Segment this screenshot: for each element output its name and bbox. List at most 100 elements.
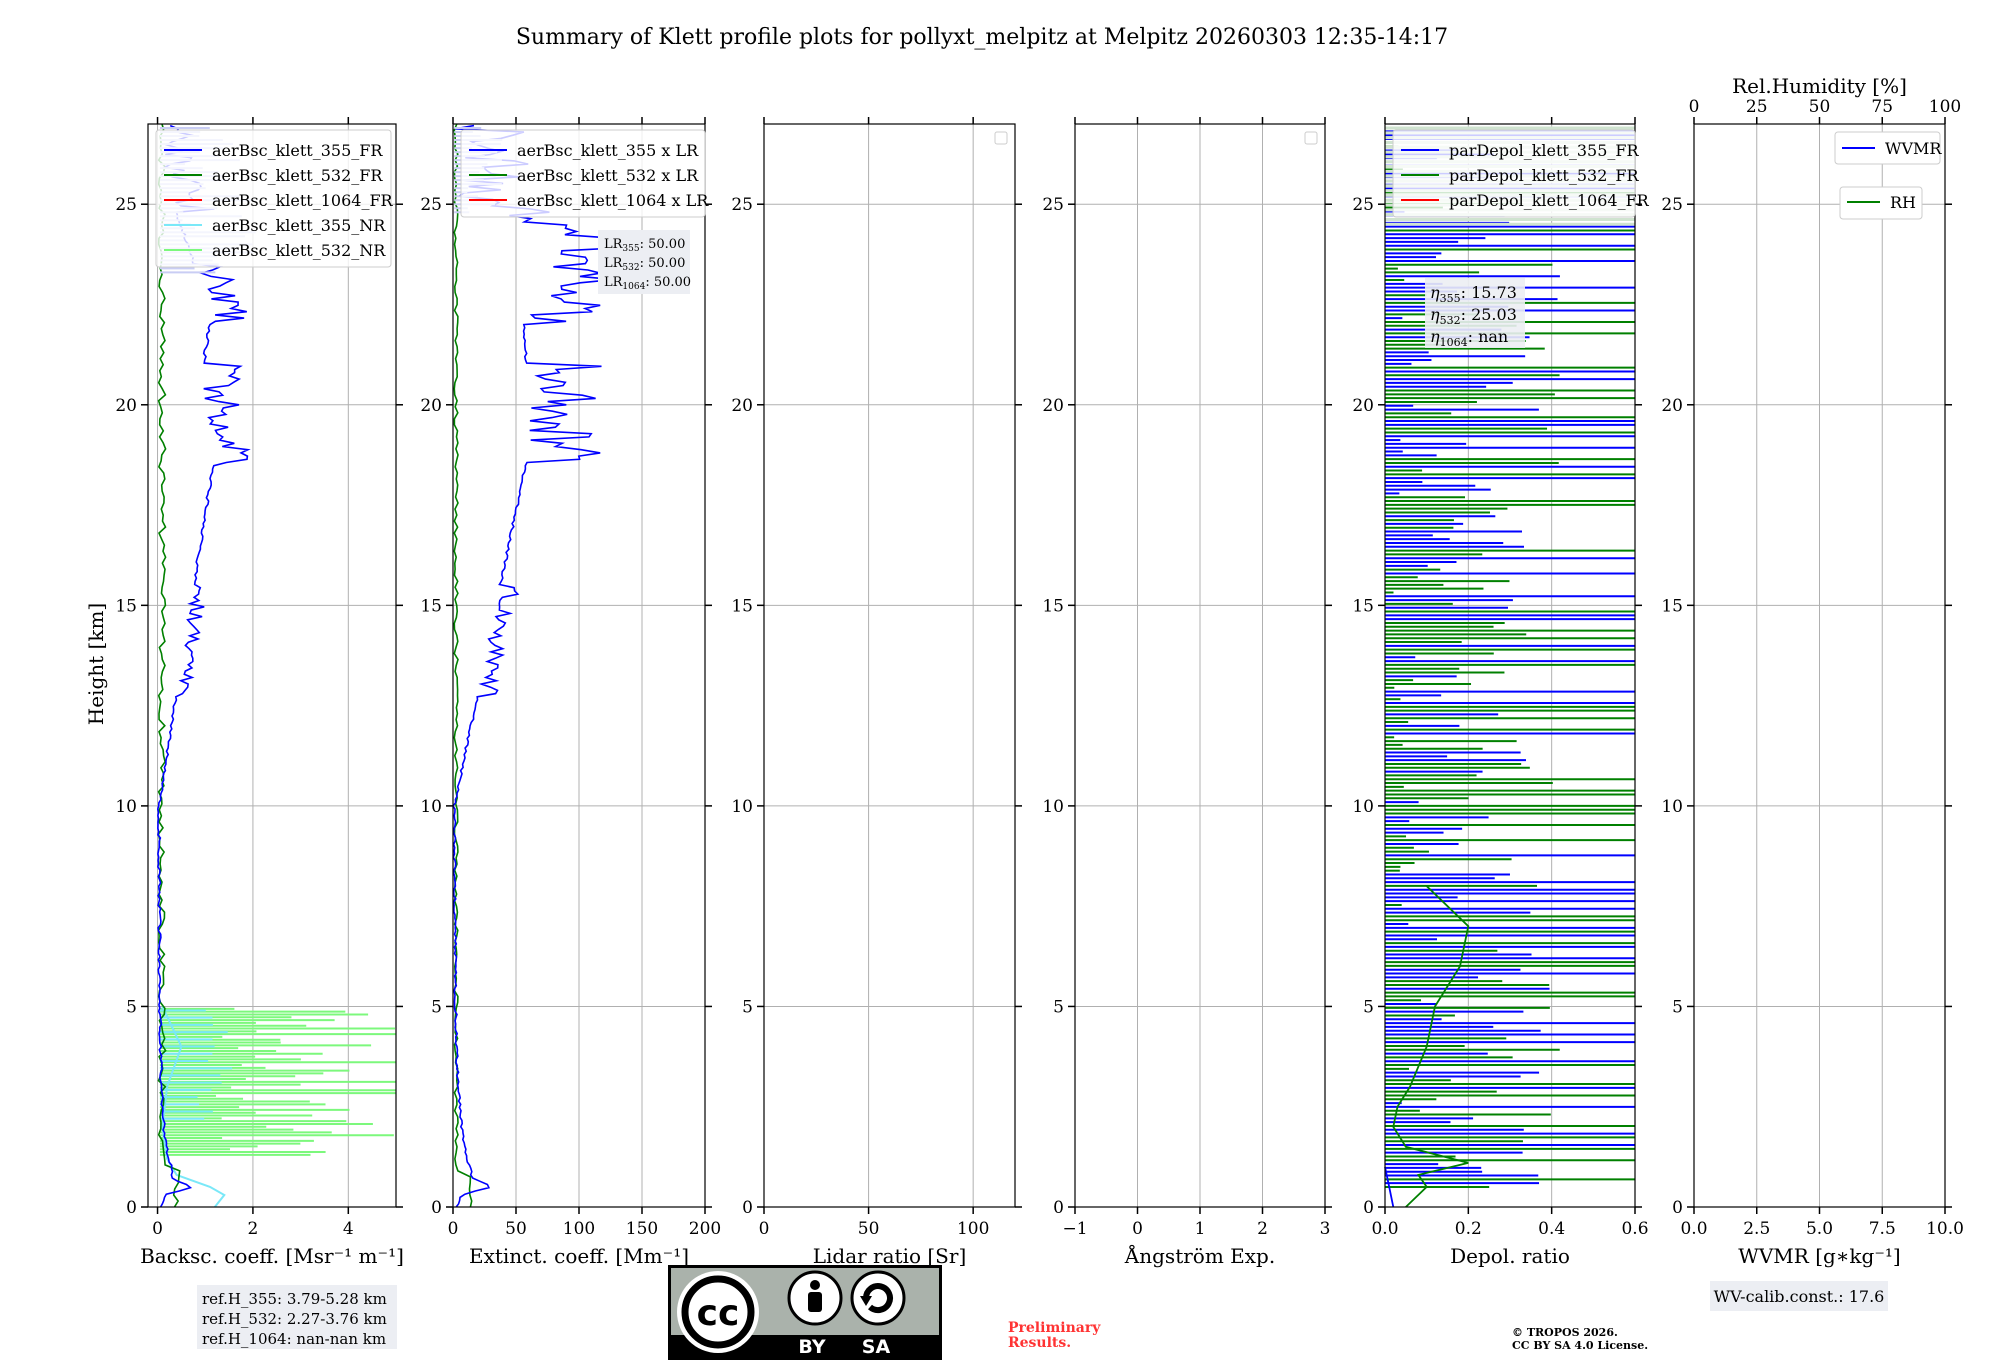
- x-tick-label: 0.0: [1680, 1219, 1707, 1239]
- y-tick-label: 25: [1042, 195, 1064, 215]
- legend-wvmr: WVMR: [1834, 131, 1942, 165]
- grid-lr: [764, 124, 1015, 1207]
- x-tick-label: 0: [759, 1219, 770, 1239]
- y-tick-label: 10: [420, 797, 442, 817]
- legend-entry: aerBsc_klett_532_FR: [212, 166, 383, 185]
- y-tick-label: 5: [1672, 997, 1683, 1017]
- x-tick-label: 0: [448, 1219, 459, 1239]
- legend-entry: parDepol_klett_532_FR: [1449, 166, 1640, 185]
- legend-entry: aerBsc_klett_532 x LR: [517, 166, 699, 185]
- y-tick-label: 10: [115, 797, 137, 817]
- x-tick-label: 0.4: [1538, 1219, 1565, 1239]
- wv-calib-text: WV-calib.const.: 17.6: [1714, 1287, 1885, 1306]
- legend-entry: parDepol_klett_1064_FR: [1449, 191, 1650, 210]
- annotation-ext: LR355: 50.00 LR532: 50.00 LR1064: 50.00: [598, 230, 691, 294]
- x-tick-label: 0: [152, 1219, 163, 1239]
- lr-annotation: LR1064: 50.00: [604, 275, 691, 292]
- y-tick-label: 25: [731, 195, 753, 215]
- legend-rh: RH: [1839, 186, 1923, 220]
- y-tick-label: 20: [731, 396, 753, 416]
- x2-tick-label: 0: [1689, 97, 1700, 117]
- y-tick-label: 10: [731, 797, 753, 817]
- axes-frame-lr: [763, 123, 1016, 1208]
- y-tick-label: 15: [420, 596, 442, 616]
- y-tick-label: 5: [126, 997, 137, 1017]
- x-tick-label: 0: [1132, 1219, 1143, 1239]
- y-tick-label: 10: [1352, 797, 1374, 817]
- by-label: BY: [798, 1336, 825, 1358]
- ref-height-355: ref.H_355: 3.79-5.28 km: [202, 1290, 387, 1308]
- x-tick-label: 1: [1195, 1219, 1206, 1239]
- copyright-line1: © TROPOS 2026.: [1512, 1326, 1618, 1339]
- eta-annotation: η1064: nan: [1430, 327, 1508, 349]
- x-axis-label-ext: Extinct. coeff. [Mm⁻¹]: [469, 1244, 689, 1268]
- y-tick-label: 15: [115, 596, 137, 616]
- legend-entry: aerBsc_klett_532_NR: [212, 241, 386, 260]
- x2-axis-label: Rel.Humidity [%]: [1732, 74, 1907, 98]
- x-tick-label: 150: [626, 1219, 658, 1239]
- legend-frame: [155, 129, 392, 268]
- y-tick-label: 0: [742, 1198, 753, 1218]
- y-tick-label: 25: [1352, 195, 1374, 215]
- x2-tick-label: 75: [1871, 97, 1893, 117]
- legend-dep: parDepol_klett_355_FR parDepol_klett_532_…: [1392, 129, 1650, 218]
- x2-tick-label: 25: [1746, 97, 1768, 117]
- eta-annotation: η355: 15.73: [1430, 283, 1517, 305]
- legend-entry: aerBsc_klett_355_NR: [212, 216, 386, 235]
- ref-height-532: ref.H_532: 2.27-3.76 km: [202, 1310, 387, 1328]
- line-aerBsc-355-NR: [161, 1005, 226, 1208]
- y-tick-label: 5: [1363, 997, 1374, 1017]
- axes-frame-bsc: [147, 123, 397, 1208]
- axes-frame-dep: [1384, 123, 1636, 1208]
- lr-annotation: LR355: 50.00: [604, 237, 685, 254]
- x-tick-label: −1: [1062, 1219, 1087, 1239]
- x-axis-label-bsc: Backsc. coeff. [Msr⁻¹ m⁻¹]: [140, 1244, 404, 1268]
- x-tick-label: 5.0: [1806, 1219, 1833, 1239]
- y-tick-label: 20: [1352, 396, 1374, 416]
- legend-frame: [460, 129, 706, 218]
- x-tick-label: 50: [505, 1219, 527, 1239]
- figure-title: Summary of Klett profile plots for polly…: [516, 25, 1448, 50]
- y-tick-label: 5: [431, 997, 442, 1017]
- y-tick-label: 20: [115, 396, 137, 416]
- legend-frame: [1839, 186, 1923, 220]
- y-tick-label: 0: [431, 1198, 442, 1218]
- legend-bsc: aerBsc_klett_355_FR aerBsc_klett_532_FRae…: [155, 129, 394, 268]
- line-aerBsc-532-FR: [157, 123, 181, 1208]
- preliminary-line1: Preliminary: [1008, 1320, 1101, 1336]
- y-tick-label: 0: [1672, 1198, 1683, 1218]
- panel-dep: 0 5 10 15 20 25 0.0 0.2 0.4 0.6 Depol. ratio parDep…: [1352, 117, 1650, 1268]
- panel-bsc: 0 5 10 15 20 25 0 2 4 Backsc. coeff. [Msr⁻¹ m⁻¹] a…: [115, 117, 404, 1268]
- x-tick-label: 4: [343, 1219, 354, 1239]
- line-depol-532-lowlevel: [1392, 885, 1470, 1208]
- annotation-box: [598, 230, 690, 294]
- y-tick-label: 10: [1042, 797, 1064, 817]
- x-tick-label: 2: [1257, 1219, 1268, 1239]
- y-tick-label: 25: [115, 195, 137, 215]
- y-tick-label: 15: [1661, 596, 1683, 616]
- legend-entry: aerBsc_klett_1064_FR: [212, 191, 394, 210]
- line-depol-355-lowlevel: [1384, 1166, 1395, 1208]
- y-tick-label: 25: [420, 195, 442, 215]
- x-tick-label: 100: [957, 1219, 989, 1239]
- x-tick-label: 0.2: [1455, 1219, 1482, 1239]
- x-axis-label-wv: WVMR [g∗kg⁻¹]: [1738, 1244, 1900, 1268]
- y-tick-label: 5: [1053, 997, 1064, 1017]
- cc-text: cc: [697, 1293, 740, 1334]
- x-tick-label: 0.6: [1621, 1219, 1648, 1239]
- series-bsc: [156, 123, 396, 1208]
- sa-label: SA: [862, 1336, 891, 1358]
- x-axis-label-lr: Lidar ratio [Sr]: [813, 1244, 967, 1268]
- legend-entry: aerBsc_klett_355_FR: [212, 141, 383, 160]
- x-tick-label: 0.0: [1371, 1219, 1398, 1239]
- x-axis-label-ae: Ångström Exp.: [1124, 1243, 1275, 1268]
- legend-entry: RH: [1890, 193, 1916, 212]
- grid-wv: [1694, 124, 1945, 1207]
- y-tick-label: 20: [1042, 396, 1064, 416]
- y-tick-label: 20: [1661, 396, 1683, 416]
- grid-ae: [1075, 124, 1325, 1207]
- legend-entry: parDepol_klett_355_FR: [1449, 141, 1640, 160]
